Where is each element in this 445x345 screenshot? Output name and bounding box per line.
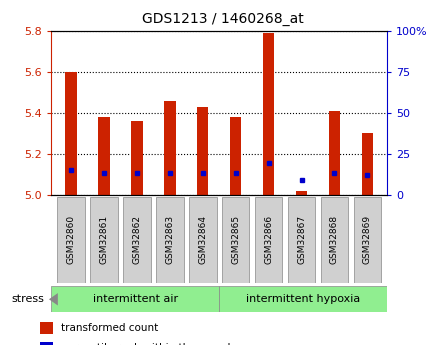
Text: GSM32868: GSM32868 [330,215,339,264]
FancyBboxPatch shape [57,197,85,283]
Bar [98,117,109,195]
Bar [296,191,307,195]
FancyBboxPatch shape [255,197,283,283]
FancyBboxPatch shape [156,197,184,283]
FancyBboxPatch shape [320,197,348,283]
Bar [164,101,175,195]
FancyBboxPatch shape [287,197,316,283]
Text: GSM32861: GSM32861 [99,215,109,264]
Bar [131,121,142,195]
FancyBboxPatch shape [123,197,151,283]
Text: stress: stress [12,294,45,304]
FancyBboxPatch shape [189,197,217,283]
Text: GSM32865: GSM32865 [231,215,240,264]
Bar [65,72,77,195]
Text: GSM32860: GSM32860 [66,215,76,264]
Text: GSM32862: GSM32862 [132,215,142,264]
Bar [197,107,208,195]
Text: percentile rank within the sample: percentile rank within the sample [61,343,237,345]
Text: GSM32863: GSM32863 [165,215,174,264]
Text: intermittent hypoxia: intermittent hypoxia [246,294,360,304]
Text: GDS1213 / 1460268_at: GDS1213 / 1460268_at [142,12,303,26]
FancyBboxPatch shape [354,197,381,283]
Text: GSM32869: GSM32869 [363,215,372,264]
Text: intermittent air: intermittent air [93,294,178,304]
FancyBboxPatch shape [222,197,250,283]
Bar [263,33,274,195]
Text: GSM32864: GSM32864 [198,215,207,264]
FancyBboxPatch shape [51,286,219,312]
Bar [40,342,53,345]
Bar [40,322,53,334]
FancyBboxPatch shape [90,197,118,283]
Bar [230,117,241,195]
Text: GSM32866: GSM32866 [264,215,273,264]
Text: GSM32867: GSM32867 [297,215,306,264]
Text: transformed count: transformed count [61,323,158,333]
FancyBboxPatch shape [219,286,387,312]
Bar [329,111,340,195]
Bar [362,134,373,195]
